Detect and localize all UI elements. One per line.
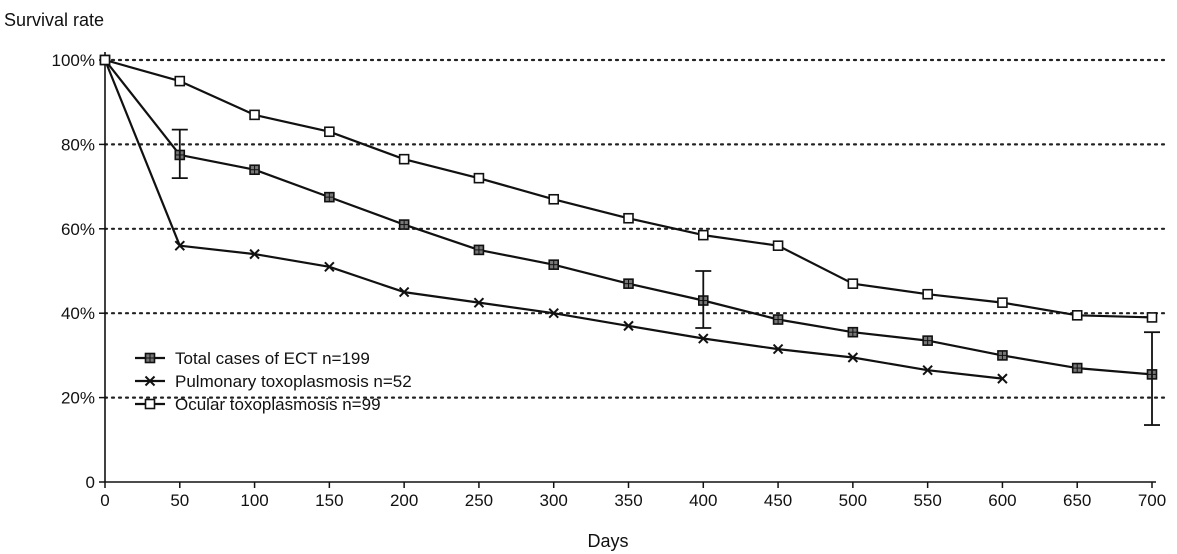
error-bar (1144, 331, 1160, 426)
data-point (548, 193, 560, 205)
series-1 (99, 54, 1008, 384)
axis-ticks: 0 20% 40% 60% 80% 100% 0 50 100 150 200 250 300 350 40… (52, 51, 1167, 510)
y-tick-label: 100% (52, 51, 95, 70)
data-point (473, 172, 485, 184)
x-tick-label: 0 (100, 491, 109, 510)
x-tick-label: 100 (240, 491, 268, 510)
data-point (548, 259, 560, 270)
data-point (324, 126, 335, 138)
data-point (772, 240, 784, 251)
data-point (847, 352, 859, 363)
x-tick-label: 550 (913, 491, 941, 510)
data-point (997, 373, 1008, 384)
legend-label: Pulmonary toxoplasmosis n=52 (175, 372, 412, 391)
data-point (398, 219, 410, 230)
data-point (473, 244, 485, 256)
data-point (99, 54, 111, 66)
y-tick-label: 60% (61, 220, 95, 239)
data-point (249, 248, 260, 260)
grid-lines (103, 58, 1167, 399)
data-point (174, 240, 185, 251)
x-tick-label: 300 (540, 491, 568, 510)
x-tick-label: 150 (315, 491, 343, 510)
y-tick-label: 40% (61, 304, 95, 323)
legend-label: Total cases of ECT n=199 (175, 349, 370, 368)
x-tick-label: 600 (988, 491, 1016, 510)
data-point (922, 335, 933, 346)
data-point (997, 350, 1008, 361)
x-tick-label: 650 (1063, 491, 1091, 510)
data-point (398, 286, 410, 298)
data-point (548, 307, 559, 319)
x-tick-label: 200 (390, 491, 418, 510)
data-point (772, 343, 784, 355)
data-point (847, 278, 859, 289)
data-point (698, 333, 709, 344)
data-point (922, 288, 933, 300)
data-point (922, 364, 933, 376)
data-point (623, 278, 634, 289)
legend-label: Ocular toxoplasmosis n=99 (175, 395, 381, 414)
plot-area (99, 54, 1160, 426)
y-tick-label: 20% (61, 389, 95, 408)
legend-item-0: Total cases of ECT n=199 (135, 349, 370, 368)
x-tick-label: 250 (465, 491, 493, 510)
data-point (324, 261, 335, 272)
axes (104, 52, 1156, 483)
series-2 (99, 54, 1158, 323)
data-point (174, 75, 186, 87)
x-tick-label: 350 (614, 491, 642, 510)
data-point (324, 191, 335, 203)
data-point (473, 297, 485, 308)
data-point (249, 164, 260, 176)
data-point (249, 109, 260, 121)
data-point (1071, 310, 1083, 321)
data-point (697, 229, 709, 241)
x-tick-label: 700 (1138, 491, 1166, 510)
data-point (1146, 312, 1158, 323)
error-bar (171, 128, 188, 180)
x-tick-label: 500 (839, 491, 867, 510)
y-axis-title: Survival rate (4, 10, 104, 30)
x-tick-label: 450 (764, 491, 792, 510)
error-bar (695, 270, 712, 329)
data-point (847, 326, 859, 338)
legend-item-2: Ocular toxoplasmosis n=99 (135, 395, 381, 414)
x-tick-label: 50 (170, 491, 189, 510)
y-tick-label: 0 (86, 473, 95, 492)
data-point (1071, 362, 1083, 374)
x-axis-title: Days (587, 531, 628, 551)
legend-item-1: Pulmonary toxoplasmosis n=52 (135, 372, 412, 391)
legend-marker (144, 352, 156, 364)
data-point (623, 212, 634, 224)
series-0 (99, 54, 1160, 426)
x-tick-label: 400 (689, 491, 717, 510)
y-tick-label: 80% (61, 135, 95, 154)
data-point (623, 320, 634, 332)
data-point (772, 314, 784, 325)
data-point (398, 153, 410, 165)
legend-marker (144, 375, 156, 387)
legend: Total cases of ECT n=199 Pulmonary toxopl… (135, 349, 412, 414)
data-point (997, 297, 1008, 308)
legend-marker (144, 398, 156, 410)
